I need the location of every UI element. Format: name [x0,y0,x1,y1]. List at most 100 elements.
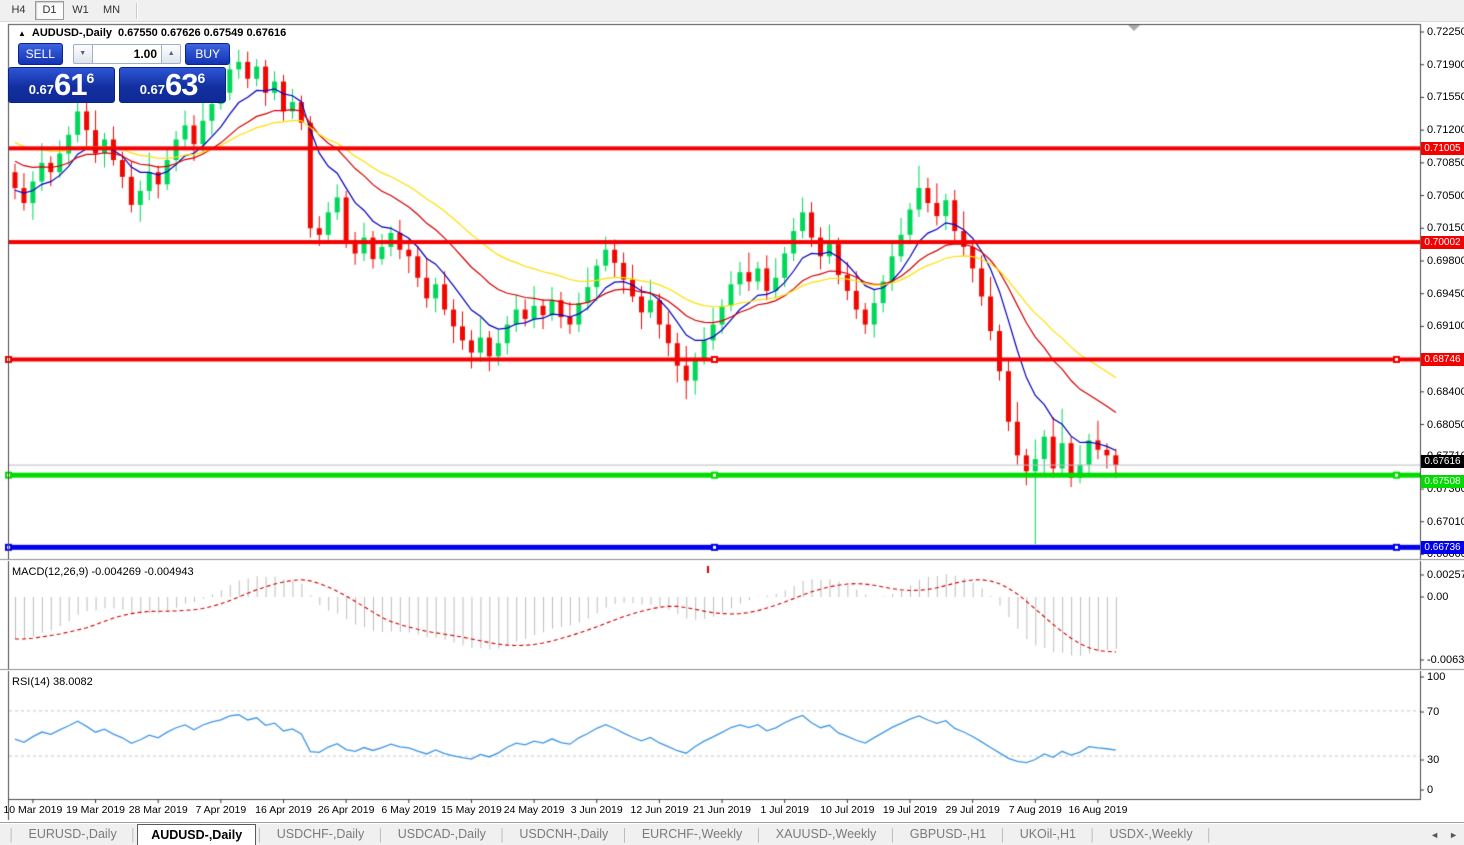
symbol-title: AUDUSD-,Daily [31,27,112,39]
price-axis-tick: 0.71200 [1427,124,1464,137]
date-axis-label: 26 Apr 2019 [317,804,375,816]
date-axis-label: 10 Mar 2019 [3,804,63,816]
price-level-badge: 0.68746 [1421,352,1464,366]
sell-price-main: 61 [54,67,87,102]
timeframe-buttons: H4 D1 W1 MN [4,1,128,20]
price-level-badge: 0.67616 [1421,454,1464,468]
ohlc-readout: 0.67550 0.67626 0.67549 0.67616 [118,27,287,39]
tab-separator: │ [498,827,507,842]
date-axis-label: 1 Jul 2019 [760,804,809,816]
price-axis-tick: 0.69100 [1427,320,1464,333]
chart-tab-bar: │ EURUSD-,Daily │ AUDUSD-,Daily │ USDCHF-,Da… [0,822,1464,845]
date-axis-label: 24 May 2019 [503,804,565,816]
sell-price-prefix: 0.67 [28,82,55,97]
timeframe-button-d1[interactable]: D1 [35,1,64,20]
tab-separator: │ [621,827,629,842]
volume-input[interactable] [93,44,161,64]
buy-price-box[interactable]: 0.67 63 6 [119,67,226,103]
date-axis-label: 6 May 2019 [381,804,437,816]
tab-separator: │ [129,827,138,842]
rsi-axis-tick: 30 [1427,754,1440,766]
rsi-indicator-label: RSI(14) 38.0082 [12,676,93,688]
timeframe-button-h4[interactable]: H4 [11,4,26,16]
macd-axis-tick: 0.00 [1427,591,1449,603]
date-axis-label: 16 Apr 2019 [255,804,312,816]
price-axis-tick: 0.70850 [1427,156,1464,169]
rsi-axis-tick: 0 [1427,784,1434,796]
one-click-collapse-icon[interactable]: ▲ [18,28,26,38]
tab-separator: │ [1088,827,1097,842]
macd-axis-tick: -0.006326 [1427,654,1464,666]
timeframe-button-w1[interactable]: W1 [72,4,89,16]
date-axis-label: 16 Aug 2019 [1068,804,1128,816]
trade-panel-controls: SELL ▼ ▲ BUY [18,43,230,65]
buy-button[interactable]: BUY [185,43,230,65]
chart-tab-usdx[interactable]: USDX-,Weekly [1109,827,1193,841]
chart-tab-gbpusd[interactable]: GBPUSD-,H1 [909,827,987,841]
macd-indicator-label: MACD(12,26,9) -0.004269 -0.004943 [12,566,194,578]
price-axis-tick: 0.68400 [1427,385,1464,398]
price-level-badge: 0.66736 [1421,540,1464,554]
chart-header: ▲ AUDUSD-,Daily 0.67550 0.67626 0.67549 … [18,27,286,39]
date-axis-label: 21 Jun 2019 [693,804,751,816]
tab-separator: │ [755,827,763,842]
date-axis-label: 12 Jun 2019 [630,804,689,816]
tab-separator: │ [999,827,1007,842]
tab-separator: │ [889,827,897,842]
tab-scroll-controls: ◄ ► [1430,830,1458,840]
tab-scroll-right-icon[interactable]: ► [1449,829,1458,840]
rsi-axis-tick: 100 [1427,671,1446,683]
buy-price-main: 63 [165,67,198,102]
tab-separator: │ [8,827,16,842]
price-axis-tick: 0.69450 [1427,287,1464,300]
rsi-axis-tick: 70 [1427,706,1440,718]
buy-price-prefix: 0.67 [139,82,166,97]
price-axis-tick: 0.69800 [1427,254,1464,267]
tab-separator: │ [1205,827,1214,842]
price-axis-tick: 0.68050 [1427,418,1464,431]
tab-separator: │ [377,827,385,842]
sell-button[interactable]: SELL [18,43,63,65]
date-axis-label: 29 Jul 2019 [945,804,1000,816]
price-axis-tick: 0.70150 [1427,222,1464,235]
price-axis-tick: 0.72250 [1427,26,1464,38]
buy-price-pip: 6 [197,70,206,86]
toolbar-separator [136,2,138,19]
chart-tab-usdcad[interactable]: USDCAD-,Daily [397,827,486,841]
price-axis-tick: 0.71550 [1427,91,1464,104]
date-axis-label: 7 Aug 2019 [1008,804,1062,816]
timeframe-button-mn[interactable]: MN [102,4,121,16]
price-level-badge: 0.70002 [1421,235,1464,249]
price-axis-tick: 0.67010 [1427,515,1464,528]
chart-tab-eurusd[interactable]: EURUSD-,Daily [28,827,117,841]
date-axis-label: 7 Apr 2019 [195,804,247,816]
chart-tab-usdcnh[interactable]: USDCNH-,Daily [519,827,609,841]
macd-axis-tick: 0.002574 [1427,569,1464,581]
volume-decrease-button[interactable]: ▼ [72,44,93,64]
price-level-badge: 0.67508 [1421,474,1464,488]
tab-scroll-left-icon[interactable]: ◄ [1430,829,1440,840]
date-axis-label: 10 Jul 2019 [820,804,875,816]
sell-price-pip: 6 [86,70,95,86]
date-axis-label: 19 Jul 2019 [882,804,938,816]
sell-price-box[interactable]: 0.67 61 6 [8,67,115,103]
chart-tab-xauusd[interactable]: XAUUSD-,Weekly [775,827,877,841]
chart-tab-audusd[interactable]: AUDUSD-,Daily [137,823,257,845]
date-axis-label: 15 May 2019 [441,804,502,816]
date-axis-label: 3 Jun 2019 [570,804,623,816]
chart-tab-ukoil[interactable]: UKOil-,H1 [1019,827,1076,841]
date-axis-label: 28 Mar 2019 [128,804,188,816]
chart-tab-eurchf[interactable]: EURCHF-,Weekly [641,827,743,841]
volume-increase-button[interactable]: ▲ [161,44,182,64]
chart-tabs: EURUSD-,Daily │ AUDUSD-,Daily │ USDCHF-,Dail… [16,823,1214,845]
price-level-badge: 0.71005 [1421,141,1464,155]
price-axis-tick: 0.70500 [1427,189,1464,202]
date-axis-label: 19 Mar 2019 [66,804,126,816]
chart-tab-usdchf[interactable]: USDCHF-,Daily [276,827,365,841]
tab-separator: │ [256,827,264,842]
price-axis-tick: 0.71900 [1427,58,1464,71]
trade-panel-prices: 0.67 61 6 0.67 63 6 [8,67,230,103]
